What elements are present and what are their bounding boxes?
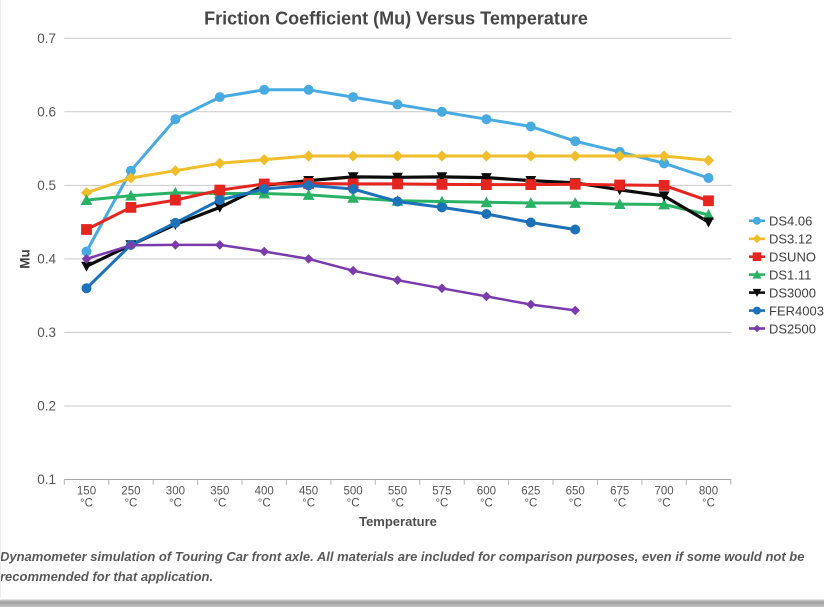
svg-text:625: 625 (521, 486, 540, 498)
svg-text:°C: °C (613, 498, 626, 510)
svg-text:250: 250 (121, 486, 140, 498)
svg-text:350: 350 (210, 486, 229, 498)
svg-text:0.5: 0.5 (37, 178, 56, 193)
svg-text:0.3: 0.3 (37, 325, 56, 340)
svg-text:800: 800 (699, 486, 718, 498)
svg-text:DS1.11: DS1.11 (769, 267, 811, 282)
svg-text:°C: °C (569, 498, 582, 510)
svg-text:°C: °C (213, 498, 226, 510)
svg-text:DSUNO: DSUNO (769, 250, 816, 265)
svg-text:DS3000: DS3000 (769, 285, 816, 300)
svg-text:400: 400 (255, 486, 274, 498)
svg-text:600: 600 (477, 486, 496, 498)
svg-text:°C: °C (524, 498, 537, 510)
svg-text:0.6: 0.6 (37, 104, 56, 119)
svg-text:575: 575 (432, 486, 451, 498)
svg-text:500: 500 (344, 486, 363, 498)
svg-text:°C: °C (80, 498, 93, 510)
svg-text:DS2500: DS2500 (769, 321, 816, 336)
svg-text:0.4: 0.4 (37, 251, 56, 266)
svg-text:550: 550 (388, 486, 407, 498)
svg-text:0.2: 0.2 (37, 399, 56, 414)
svg-text:°C: °C (347, 498, 360, 510)
svg-text:°C: °C (302, 498, 315, 510)
svg-text:°C: °C (658, 498, 671, 510)
svg-text:DS4.06: DS4.06 (769, 214, 812, 229)
svg-text:0.1: 0.1 (37, 472, 56, 487)
svg-text:°C: °C (480, 498, 493, 510)
svg-text:700: 700 (655, 486, 674, 498)
svg-text:650: 650 (566, 486, 585, 498)
svg-text:450: 450 (299, 486, 318, 498)
svg-text:FER4003: FER4003 (769, 303, 824, 318)
svg-text:Mu: Mu (18, 249, 33, 269)
svg-text:°C: °C (169, 498, 182, 510)
svg-text:°C: °C (258, 498, 271, 510)
svg-text:°C: °C (702, 498, 715, 510)
svg-text:Temperature: Temperature (359, 514, 437, 529)
svg-text:Friction Coefficient (Mu) Vers: Friction Coefficient (Mu) Versus Tempera… (204, 9, 588, 29)
svg-text:DS3.12: DS3.12 (769, 232, 812, 247)
svg-text:°C: °C (391, 498, 404, 510)
svg-text:0.7: 0.7 (37, 31, 56, 46)
svg-text:150: 150 (77, 486, 96, 498)
svg-text:300: 300 (166, 486, 185, 498)
svg-text:°C: °C (124, 498, 137, 510)
svg-text:675: 675 (610, 486, 629, 498)
svg-text:°C: °C (435, 498, 448, 510)
